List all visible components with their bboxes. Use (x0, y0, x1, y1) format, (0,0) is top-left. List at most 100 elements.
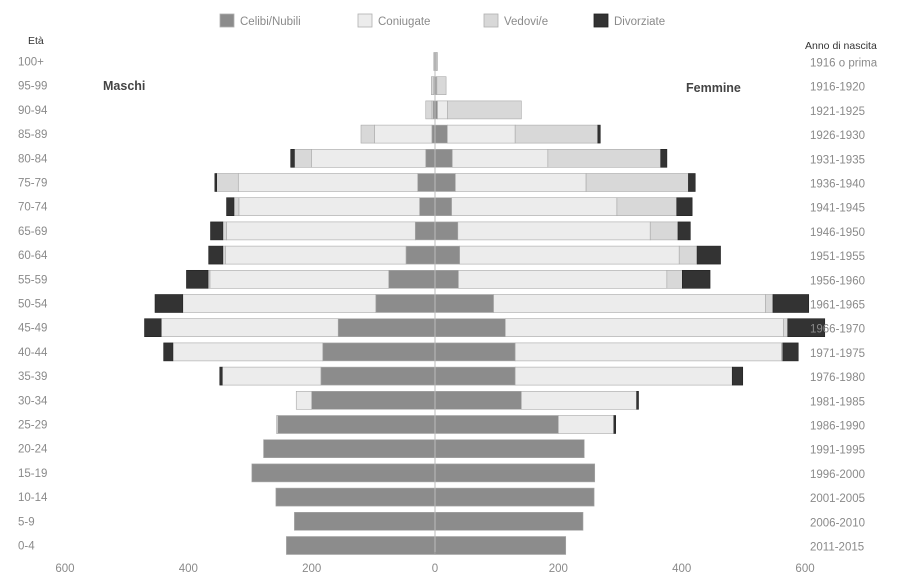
bar-female-75-79-series-0 (434, 173, 456, 192)
bar-female-90-94-series-2 (447, 100, 522, 120)
x-tick-label: 0 (432, 563, 438, 575)
bar-female-30-34-series-0 (434, 390, 522, 410)
birth-year-label: 1951-1955 (810, 251, 865, 263)
bar-male-40-44-series-0 (322, 342, 436, 362)
bar-male-45-49-series-3 (144, 318, 162, 338)
age-label: 55-59 (18, 274, 47, 286)
bar-female-65-69-series-1 (457, 221, 651, 241)
birth-year-label: 1926-1930 (810, 130, 865, 142)
birth-year-axis-title: Anno di nascita (805, 40, 877, 52)
bar-female-5-9-series-0 (434, 511, 584, 531)
bar-female-55-59-series-0 (434, 269, 459, 289)
bar-male-60-64-series-2 (222, 245, 226, 265)
bar-female-65-69-series-0 (434, 221, 459, 241)
bar-male-100+-series-2 (433, 52, 435, 71)
age-labels: 100+ 95-99 90-94 85-89 80-84 75-79 70-74 65-69 6… (18, 57, 48, 553)
bar-male-80-84-series-2 (294, 149, 312, 168)
bar-female-10-14-series-0 (434, 487, 595, 507)
bar-male-35-39-series-1 (221, 366, 322, 386)
bar-male-65-69-series-0 (414, 221, 436, 241)
bar-female-20-24-series-0 (434, 439, 585, 459)
bar-male-35-39-series-3 (219, 366, 223, 386)
bar-male-90-94-series-2 (425, 100, 433, 120)
bar-male-25-29-series-1 (276, 415, 279, 434)
age-label: 60-64 (18, 250, 48, 262)
bar-female-80-84-series-1 (451, 149, 549, 168)
bar-male-35-39-series-0 (320, 366, 436, 386)
bar-female-40-44-series-1 (514, 342, 782, 362)
bar-female-85-89-series-3 (597, 124, 601, 144)
bar-male-70-74-series-0 (419, 197, 436, 216)
bar-male-30-34-series-1 (295, 390, 312, 410)
x-tick-label: 600 (795, 563, 814, 575)
bar-female-15-19-series-0 (434, 463, 596, 483)
bar-male-75-79-series-0 (417, 173, 436, 192)
bar-male-85-89-series-1 (374, 124, 433, 144)
birth-year-label: 2011-2015 (810, 542, 864, 554)
age-label: 20-24 (18, 444, 48, 456)
bar-male-70-74-series-1 (238, 197, 420, 216)
legend-swatch (483, 13, 499, 28)
bar-female-60-64-series-0 (434, 245, 460, 265)
bar-female-90-94-series-1 (437, 100, 448, 120)
bar-male-65-69-series-3 (210, 221, 224, 241)
x-tick-label: 600 (55, 563, 74, 575)
bar-female-55-59-series-2 (666, 269, 683, 289)
age-label: 85-89 (18, 129, 47, 141)
bar-female-55-59-series-1 (458, 269, 668, 289)
bar-female-50-54-series-3 (772, 294, 810, 313)
bar-male-25-29-series-0 (277, 415, 436, 434)
bar-female-70-74-series-0 (434, 197, 452, 216)
bar-male-15-19-series-0 (251, 463, 436, 483)
birth-year-label: 1986-1990 (810, 421, 865, 433)
bar-male-85-89-series-2 (360, 124, 375, 144)
age-label: 35-39 (18, 371, 47, 383)
x-tick-label: 400 (672, 563, 691, 575)
birth-year-label: 1996-2000 (810, 469, 865, 481)
age-label: 30-34 (18, 395, 48, 407)
age-label: 45-49 (18, 323, 47, 335)
bar-female-55-59-series-3 (681, 269, 711, 289)
bar-male-0-4-series-0 (286, 536, 436, 555)
x-tick-label: 400 (179, 563, 198, 575)
bar-female-65-69-series-3 (677, 221, 691, 241)
bar-female-45-49-series-2 (783, 318, 789, 338)
birth-year-label: 1981-1985 (810, 396, 865, 408)
bar-female-95-99-series-2 (436, 76, 447, 95)
bar-male-20-24-series-0 (263, 439, 436, 459)
age-label: 65-69 (18, 226, 47, 238)
bar-female-85-89-series-2 (514, 124, 599, 144)
bar-female-45-49-series-0 (434, 318, 506, 338)
age-label: 75-79 (18, 178, 47, 190)
age-label: 90-94 (18, 105, 48, 117)
bar-female-50-54-series-1 (493, 294, 766, 313)
legend-label: Vedovi/e (504, 16, 548, 28)
bar-female-30-34-series-3 (636, 390, 639, 410)
bar-female-70-74-series-1 (451, 197, 618, 216)
bar-female-65-69-series-2 (649, 221, 679, 241)
birth-year-label: 1956-1960 (810, 275, 865, 287)
legend-swatch (357, 13, 373, 28)
bar-female-75-79-series-1 (455, 173, 587, 192)
bar-female-40-44-series-3 (782, 342, 799, 362)
legend: Celibi/Nubili Coniugate Vedovi/e Divorziate (219, 13, 665, 28)
bar-female-80-84-series-0 (434, 149, 453, 168)
bars (144, 52, 826, 555)
birth-year-labels: 1916 o prima 1916-1920 1921-1925 1926-1930 1… (810, 58, 878, 554)
legend-swatch (219, 13, 235, 28)
bar-male-80-84-series-1 (311, 149, 427, 168)
bar-female-60-64-series-3 (696, 245, 721, 265)
birth-year-label: 1936-1940 (810, 179, 865, 191)
bar-female-100+-series-2 (435, 52, 438, 71)
birth-year-label: 1931-1935 (810, 154, 865, 166)
bar-male-5-9-series-0 (294, 511, 436, 531)
bar-male-70-74-series-3 (226, 197, 235, 216)
bar-female-35-39-series-3 (731, 366, 744, 386)
legend-label: Coniugate (378, 16, 430, 28)
bar-male-45-49-series-0 (337, 318, 436, 338)
age-label: 95-99 (18, 81, 47, 93)
bar-female-60-64-series-2 (678, 245, 698, 265)
birth-year-label: 1946-1950 (810, 227, 865, 239)
male-side-label: Maschi (103, 79, 145, 93)
bar-male-30-34-series-0 (311, 390, 436, 410)
